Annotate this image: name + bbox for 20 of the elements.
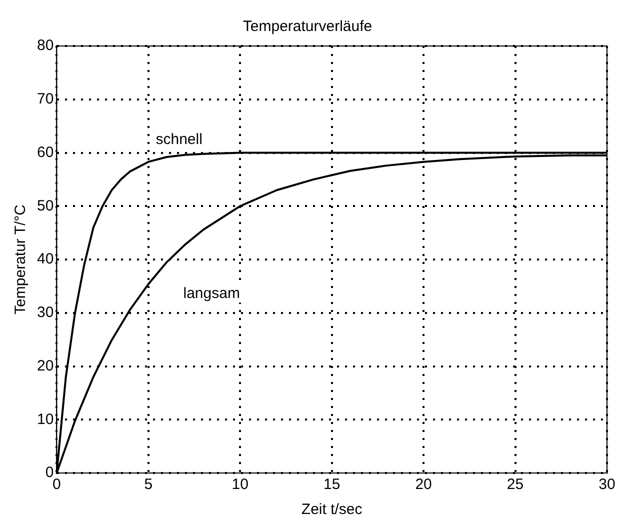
y-tick-label: 30 [36,304,54,322]
y-axis-title: Temperatur T/°C [12,204,30,314]
y-tick-label: 80 [36,37,54,54]
y-tick-label: 70 [36,90,54,108]
x-tick-label: 15 [324,476,340,494]
y-tick-label: 50 [36,197,54,214]
x-tick-label: 25 [506,476,524,494]
x-tick-label: 5 [144,476,153,494]
x-tick-label: 10 [232,476,248,494]
y-tick-label: 10 [36,410,54,428]
y-tick-label: 20 [36,357,54,374]
y-tick-label: 60 [36,144,54,161]
x-tick-label: 20 [415,476,432,494]
y-tick-label: 40 [36,250,54,268]
y-tick-label: 0 [45,464,54,482]
x-tick-label: 30 [598,476,616,494]
annotation: schnell [156,131,202,148]
x-axis-title: Zeit t/sec [301,501,363,518]
annotation: langsam [183,284,240,302]
chart-title: Temperaturverläufe [242,18,372,36]
